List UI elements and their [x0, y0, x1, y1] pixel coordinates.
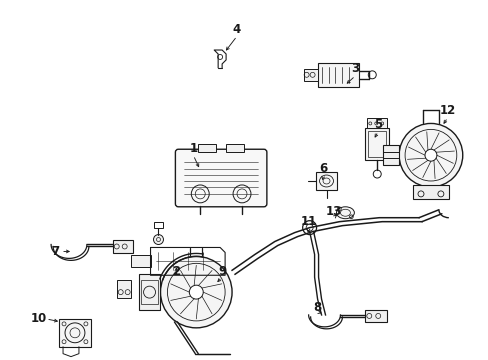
- Text: 1: 1: [189, 142, 197, 155]
- Bar: [315, 172, 337, 190]
- Bar: [412, 185, 448, 199]
- Circle shape: [424, 149, 436, 161]
- Bar: [366, 118, 386, 129]
- Bar: [303, 69, 317, 81]
- Bar: [225, 144, 244, 152]
- Bar: [198, 144, 216, 152]
- Text: 6: 6: [319, 162, 327, 175]
- Circle shape: [398, 123, 462, 187]
- Bar: [130, 255, 150, 267]
- Text: 5: 5: [373, 118, 382, 131]
- Bar: [141, 280, 158, 304]
- Text: 11: 11: [300, 215, 316, 228]
- Bar: [365, 310, 386, 322]
- Circle shape: [153, 235, 163, 244]
- Bar: [153, 222, 163, 228]
- FancyBboxPatch shape: [175, 149, 266, 207]
- Text: 12: 12: [439, 104, 455, 117]
- Ellipse shape: [336, 207, 354, 219]
- Text: 3: 3: [350, 62, 359, 75]
- Text: 13: 13: [325, 205, 341, 218]
- Bar: [367, 131, 386, 157]
- Circle shape: [160, 256, 232, 328]
- Circle shape: [189, 285, 203, 299]
- Text: 10: 10: [31, 312, 47, 325]
- Bar: [138, 274, 160, 310]
- Text: 7: 7: [51, 245, 59, 258]
- Bar: [383, 145, 398, 165]
- Text: 8: 8: [313, 301, 321, 314]
- Bar: [117, 280, 130, 298]
- Text: 2: 2: [172, 265, 180, 278]
- Bar: [365, 129, 388, 160]
- Bar: [317, 63, 359, 87]
- Circle shape: [302, 221, 316, 235]
- Bar: [59, 319, 91, 347]
- Text: 9: 9: [218, 265, 226, 278]
- Bar: [113, 239, 132, 253]
- Text: 4: 4: [232, 23, 241, 36]
